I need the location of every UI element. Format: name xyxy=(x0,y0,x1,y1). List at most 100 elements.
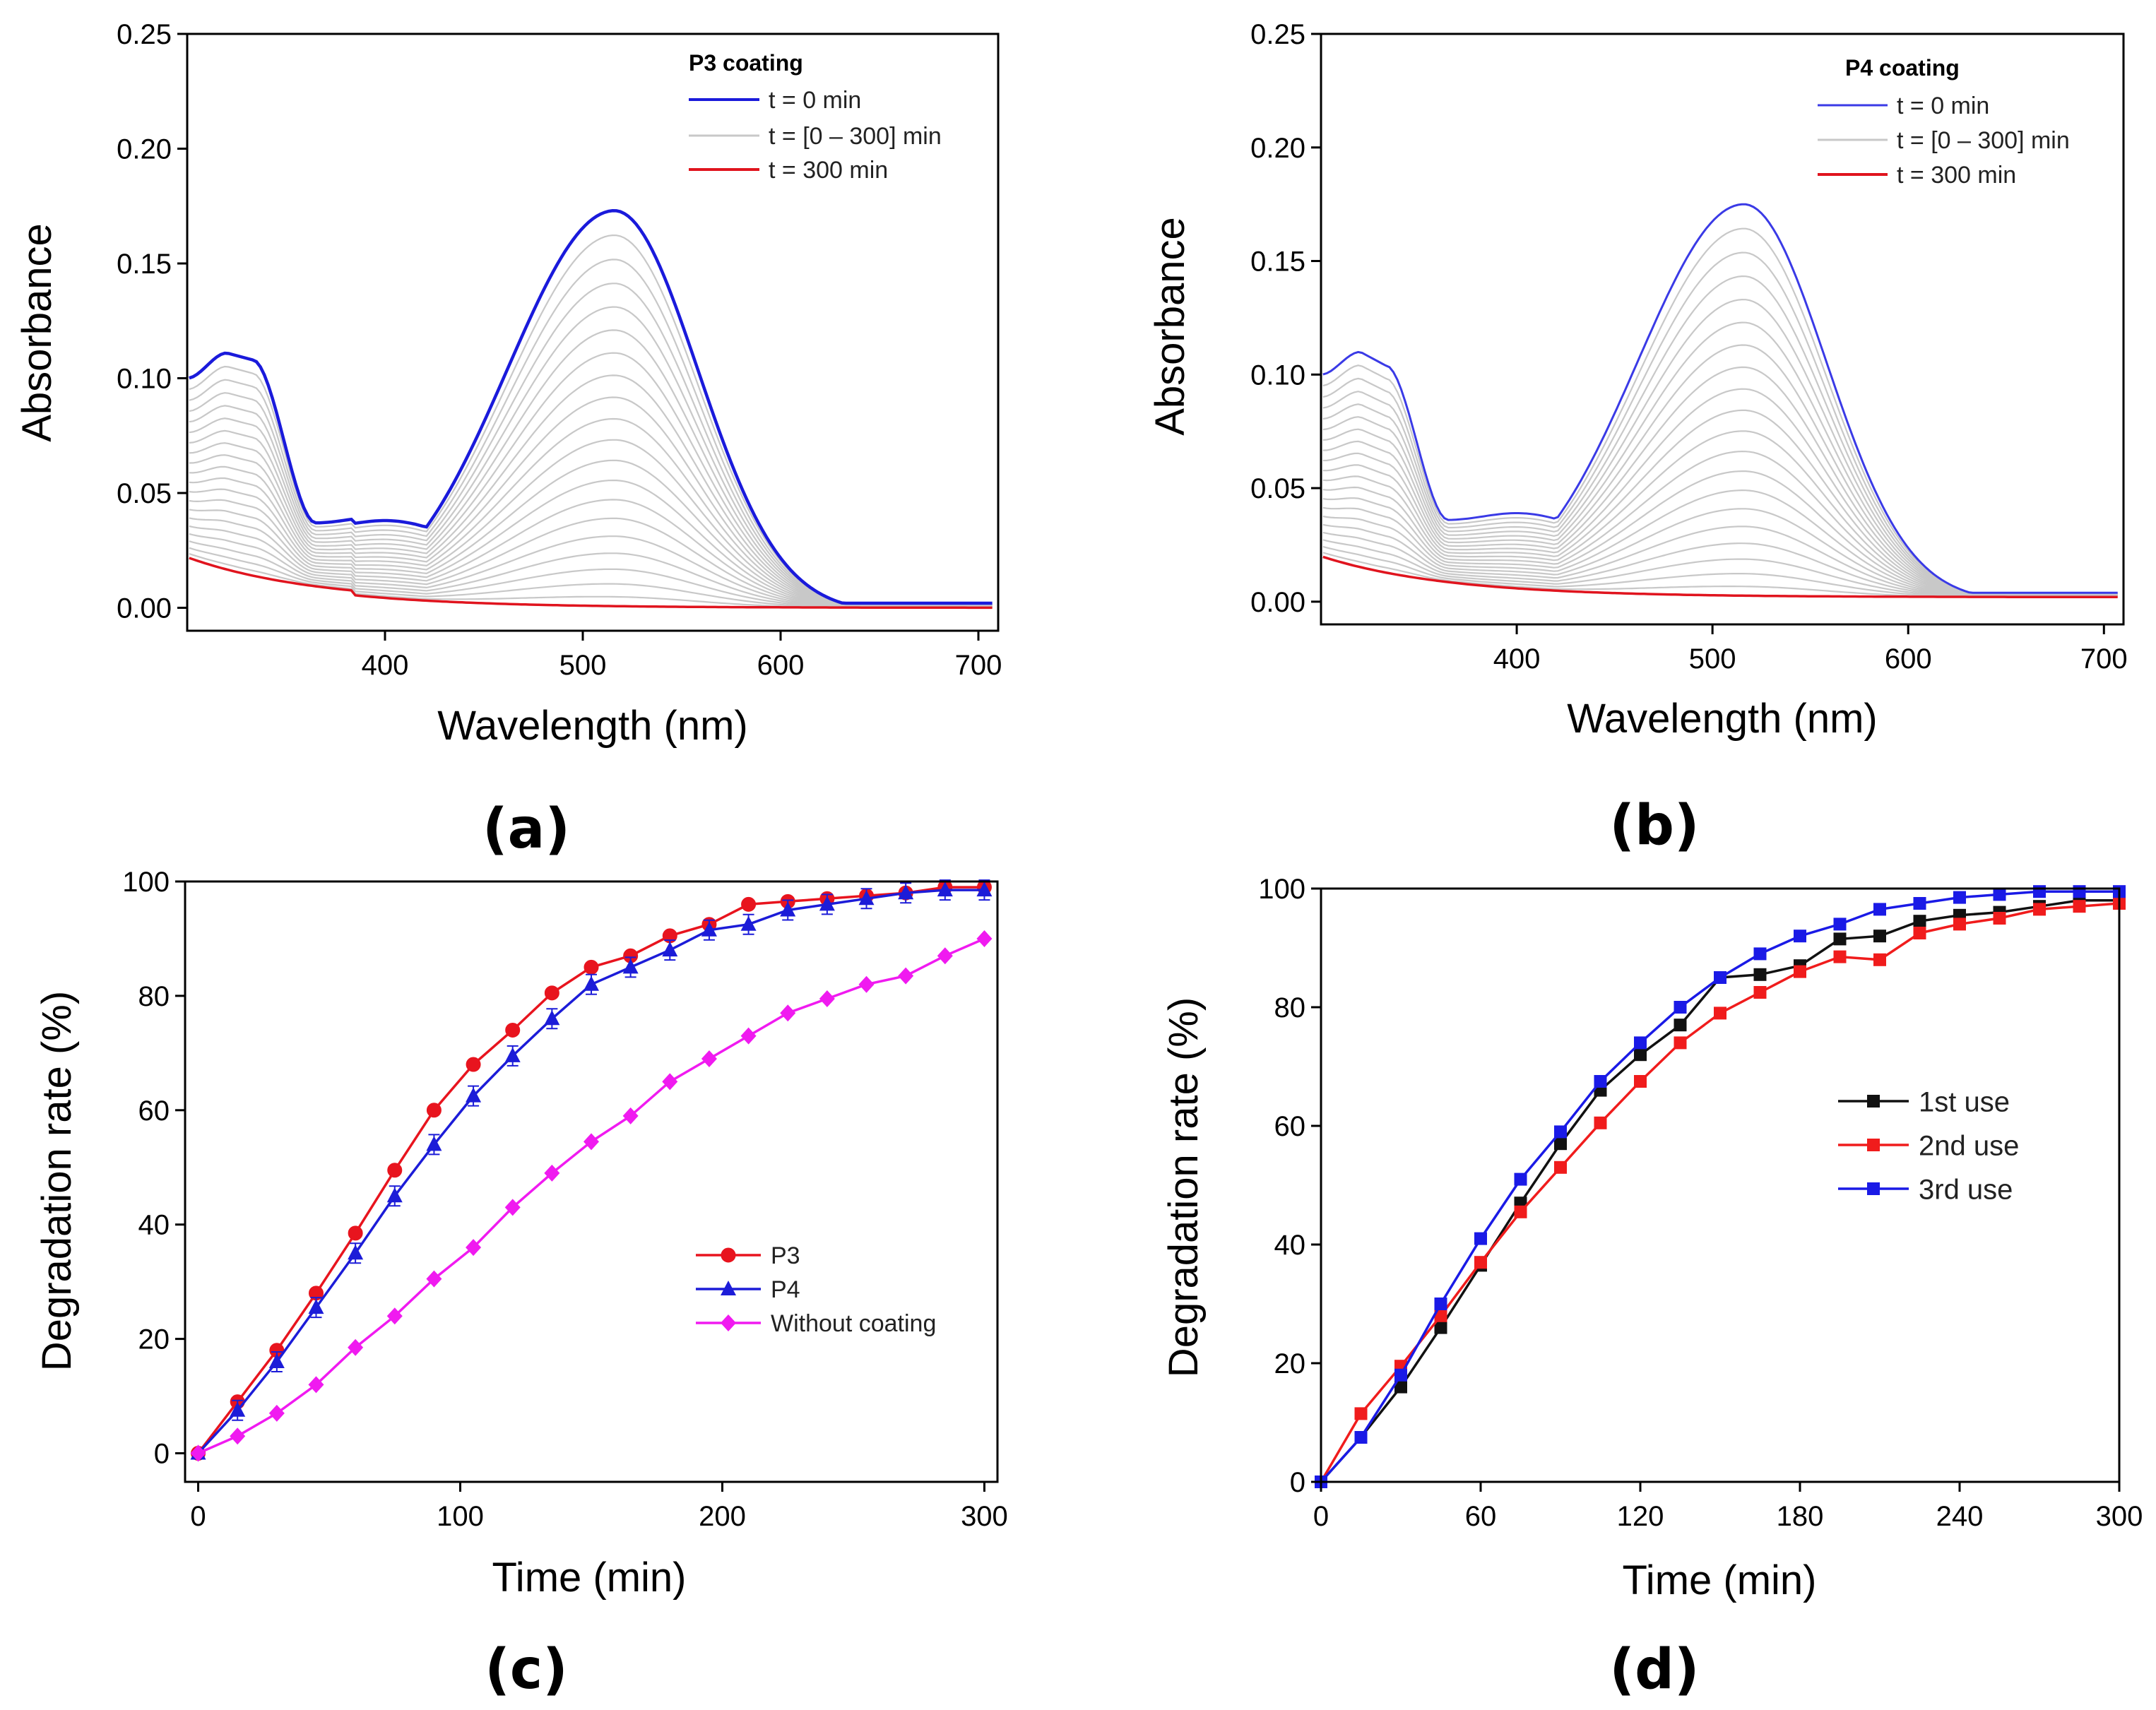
panel-c-series-p3-point xyxy=(426,1103,442,1118)
panel-c-ytick-label: 20 xyxy=(138,1324,170,1355)
panel-c-series-p4-point xyxy=(544,1010,560,1026)
panel-d-ytick-label: 100 xyxy=(1258,874,1305,905)
panel-c-series-p4-point xyxy=(701,921,717,937)
panel-c-series-p4-point xyxy=(740,915,757,931)
panel-b-ytick-label: 0.20 xyxy=(1250,133,1305,164)
panel-c-series-p3-point xyxy=(505,1022,521,1038)
panel-d-xtick-label: 60 xyxy=(1465,1501,1497,1532)
panel-a-ytick-label: 0.05 xyxy=(117,478,172,509)
panel-d-series-1st-use-point xyxy=(1913,915,1926,928)
panel-a-ticks: 400 500 600 700 0.00 0.05 0.10 0.15 0.20 0.25 xyxy=(117,19,1002,681)
panel-a-ytick-label: 0.25 xyxy=(117,19,172,50)
panel-c-series-without-coating-point xyxy=(858,975,875,993)
panel-c-series-without-coating-point xyxy=(386,1307,403,1325)
panel-b-ytick-label: 0.00 xyxy=(1250,587,1305,618)
panel-c-series-p4-point xyxy=(348,1245,364,1260)
panel-d-ytick-label: 20 xyxy=(1274,1348,1306,1379)
panel-d-xtick-label: 240 xyxy=(1936,1501,1984,1532)
panel-c-series-p3-point xyxy=(741,896,757,912)
panel-a-xtick-label: 500 xyxy=(559,650,607,681)
panel-d-series-3rd-use-point xyxy=(1714,971,1726,984)
panel-c-series-p4-point xyxy=(268,1353,285,1368)
panel-d-legend-2nd-use-marker xyxy=(1867,1139,1880,1151)
panel-d-series-2nd-use-point xyxy=(1434,1309,1447,1322)
panel-d-series-2nd-use-point xyxy=(1474,1256,1487,1269)
panel-d-series-3rd-use-point xyxy=(1873,903,1886,916)
panel-b-curve-t0 xyxy=(1322,203,2118,594)
panel-d-series-3rd-use-point xyxy=(1753,947,1767,961)
panel-c-series-p4-point xyxy=(937,881,953,897)
panel-b-ytick-label: 0.05 xyxy=(1250,473,1305,504)
panel-d-series-1st-use-point xyxy=(1394,1380,1407,1394)
panel-d-ticks: 0 60 120 180 240 300 0 20 40 60 80 100 xyxy=(1258,874,2143,1532)
panel-a-ylabel: Absorbance xyxy=(14,223,60,442)
panel-c-series-without-coating-point xyxy=(190,1444,206,1462)
panel-c-series-p3-point xyxy=(544,985,559,1001)
panel-a-legend-t300: t = 300 min xyxy=(769,157,888,184)
panel-c-xtick-label: 200 xyxy=(699,1501,746,1532)
panel-b-ytick-label: 0.25 xyxy=(1250,19,1305,50)
panel-c-series-p3-point xyxy=(584,959,599,975)
panel-c-series-without-coating-point xyxy=(701,1050,717,1067)
panel-d-xtick-label: 300 xyxy=(2096,1501,2143,1532)
panel-c-series-without-coating-point xyxy=(740,1027,757,1045)
panel-b-ylabel: Absorbance xyxy=(1147,217,1193,436)
panel-b-curve-t300 xyxy=(1322,555,2118,599)
panel-d-series-2nd-use-point xyxy=(2033,903,2046,916)
panel-c-ticks: 0 100 200 300 0 20 40 60 80 100 xyxy=(122,867,1008,1532)
panel-c-series-without-coating-point xyxy=(898,967,914,985)
panel-c-series-without-coating-point xyxy=(819,990,835,1007)
panel-d-curves xyxy=(1315,885,2126,1488)
panel-c-series-p4-point xyxy=(662,942,678,957)
panel-d-series-1st-use-point xyxy=(1634,1048,1647,1062)
panel-c-series-p3-point xyxy=(466,1057,481,1072)
panel-d-series-2nd-use-point xyxy=(1993,912,2006,925)
panel-c-ytick-label: 100 xyxy=(122,867,170,898)
panel-d-series-3rd-use-point xyxy=(1554,1125,1567,1139)
panel-d-series-2nd-use-point xyxy=(1833,950,1847,963)
panel-d-ylabel: Degradation rate (%) xyxy=(1161,997,1207,1377)
panel-c-series-without-coating-point xyxy=(308,1376,324,1394)
panel-c-xtick-label: 100 xyxy=(437,1501,484,1532)
panel-d-legend-1st-use-marker xyxy=(1867,1095,1880,1108)
panel-a-ytick-label: 0.00 xyxy=(117,593,172,624)
panel-d-series-3rd-use-point xyxy=(1514,1172,1527,1186)
panel-b-xtick-label: 600 xyxy=(1885,643,1932,675)
panel-b-xtick-label: 500 xyxy=(1689,643,1736,675)
panel-a-frame xyxy=(186,32,1000,632)
panel-d-series-2nd-use-point xyxy=(1354,1407,1368,1420)
panel-c-series-without-coating-point xyxy=(268,1404,285,1422)
panel-a-curve-t0 xyxy=(189,209,993,605)
panel-d-xtick-label: 180 xyxy=(1777,1501,1824,1532)
panel-a: 400 500 600 700 0.00 0.05 0.10 0.15 0.20 0.25 P3 … xyxy=(14,19,1002,861)
panel-d-series-3rd-use-point xyxy=(2073,885,2086,898)
panel-d-series-3rd-use-point xyxy=(1993,888,2006,901)
panel-d-xtick-label: 0 xyxy=(1313,1501,1329,1532)
panel-c-legend-p3-label: P3 xyxy=(771,1242,800,1269)
panel-d-series-2nd-use-point xyxy=(1753,986,1767,999)
panel-c-series-p4-point xyxy=(504,1047,521,1062)
panel-d-series-2nd-use-point xyxy=(1674,1036,1687,1050)
panel-c-ytick-label: 0 xyxy=(154,1439,170,1470)
panel-d-series-2nd-use-point xyxy=(2073,900,2086,913)
panel-b-legend-t300: t = 300 min xyxy=(1897,162,2016,189)
panel-a-xtick-label: 700 xyxy=(955,650,1002,681)
panel-d-series-3rd-use-point xyxy=(1634,1036,1647,1050)
panel-d-series-2nd-use-point xyxy=(1554,1160,1567,1174)
panel-b-curves xyxy=(1322,203,2118,599)
panel-c-legend-without-coating-marker xyxy=(721,1314,736,1331)
panel-c-series-p4-point xyxy=(466,1087,482,1103)
panel-d-series-3rd-use-point xyxy=(1434,1298,1447,1310)
panel-a-curves xyxy=(189,209,993,610)
panel-d-xlabel: Time (min) xyxy=(1623,1557,1817,1603)
panel-d-series-3rd-use-point xyxy=(1913,897,1926,910)
panel-c-frame xyxy=(184,880,999,1483)
panel-c-series-p4-point xyxy=(780,901,796,917)
panel-d-series-2nd-use-point xyxy=(1514,1205,1527,1218)
panel-a-xtick-label: 400 xyxy=(362,650,409,681)
panel-d-series-1st-use-point xyxy=(1434,1321,1447,1334)
panel-d-frame xyxy=(1320,887,2121,1483)
panel-a-ytick-label: 0.10 xyxy=(117,364,172,395)
panel-b-ytick-label: 0.10 xyxy=(1250,360,1305,391)
panel-b-ytick-label: 0.15 xyxy=(1250,247,1305,278)
